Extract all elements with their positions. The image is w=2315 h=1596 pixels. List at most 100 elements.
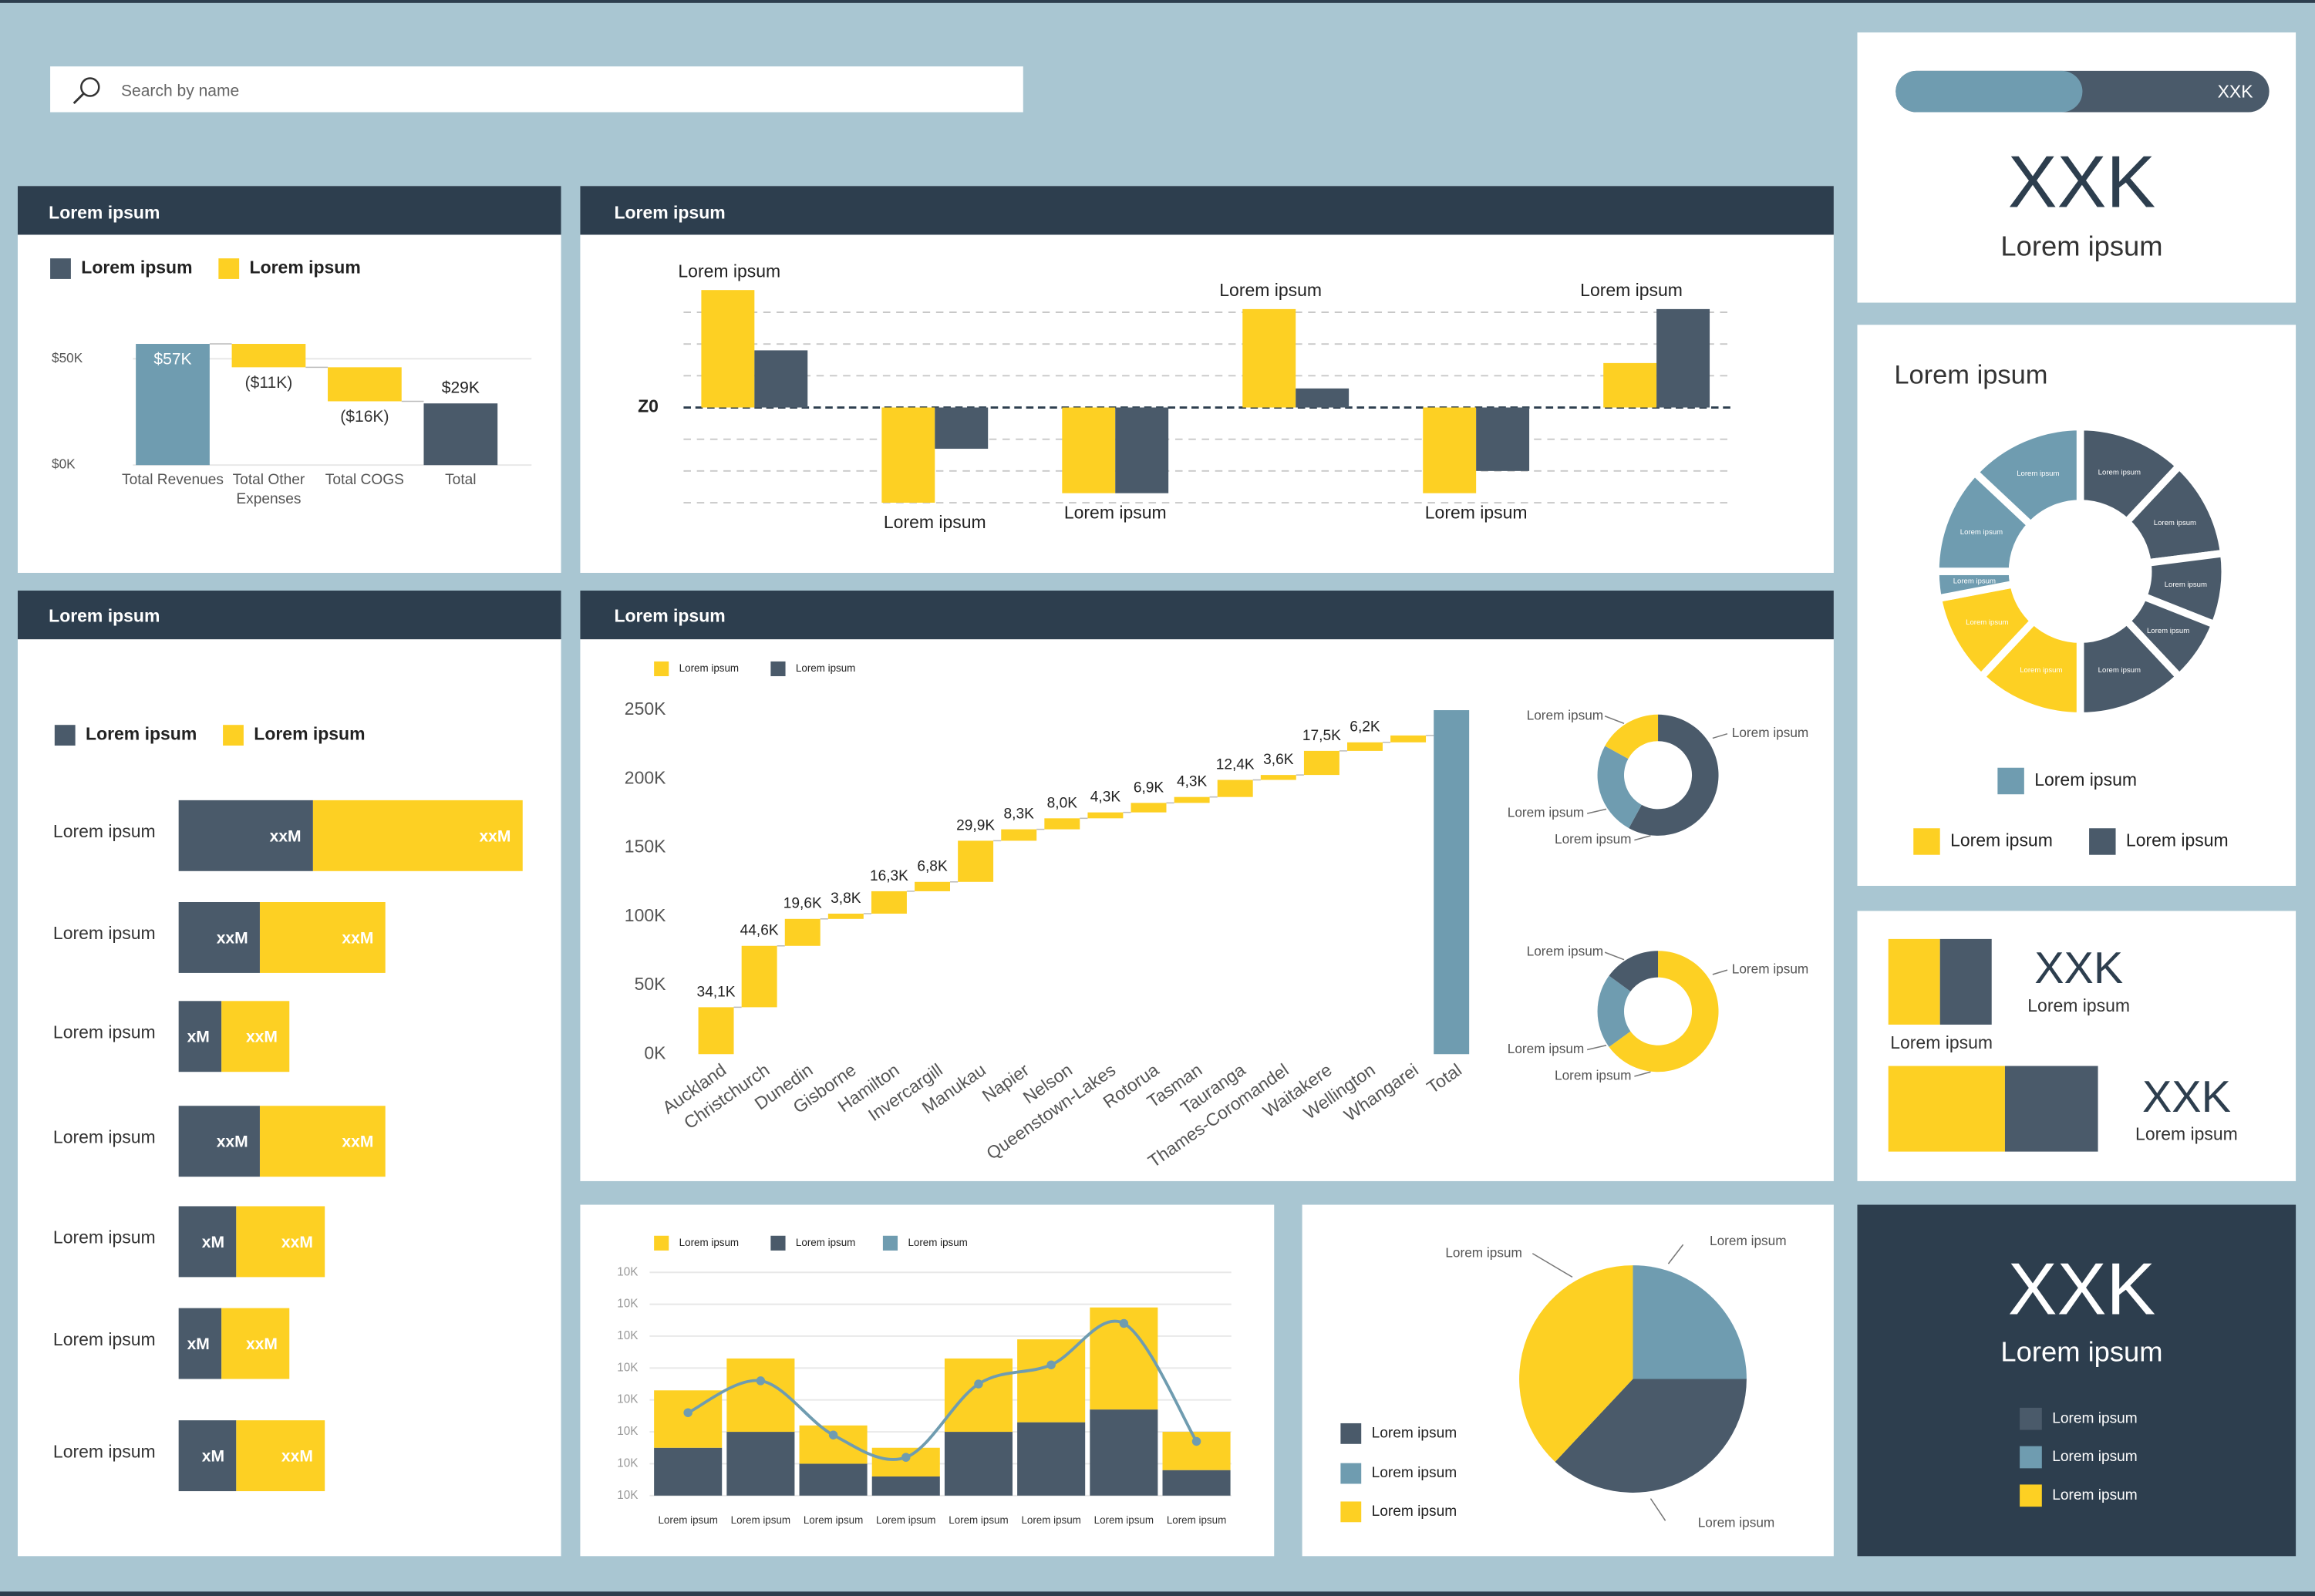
value-label: xxM: [479, 827, 511, 845]
bar: [1260, 775, 1296, 780]
legend-swatch: [654, 661, 669, 677]
annotation: Lorem ipsum: [1508, 1041, 1585, 1056]
category-label: Lorem ipsum: [53, 1329, 156, 1349]
search-field[interactable]: [50, 66, 1023, 113]
slice: [1605, 714, 1659, 759]
annotation: Lorem ipsum: [1698, 1515, 1775, 1530]
panel: [17, 186, 561, 573]
x-tick-label: Lorem ipsum: [1167, 1514, 1226, 1526]
value-label: 34,1K: [697, 984, 736, 1000]
panel: [580, 1204, 1275, 1557]
leader-line: [1586, 808, 1607, 814]
bar: [935, 407, 989, 450]
value-label: xxM: [217, 929, 248, 947]
category-label: Lorem ipsum: [53, 1126, 156, 1146]
progress-label: XXK: [2218, 82, 2254, 102]
panel: [1857, 325, 2296, 886]
slice: [1629, 714, 1719, 836]
category-label: Lorem ipsum: [1064, 503, 1167, 523]
legend-swatch: [1913, 828, 1940, 855]
bar: [236, 1206, 325, 1278]
panel-header: [580, 590, 1834, 640]
search-icon-handle: [72, 93, 85, 105]
legend-label: Lorem ipsum: [1372, 1465, 1457, 1481]
x-tick-label: Lorem ipsum: [804, 1514, 863, 1526]
y-tick-label: $50K: [52, 350, 83, 365]
bar: [423, 403, 498, 466]
legend-label: Lorem ipsum: [2052, 1410, 2138, 1426]
search-icon: [80, 77, 100, 97]
kpi-block: [2004, 1066, 2098, 1152]
bar: [259, 902, 386, 973]
bar: [1087, 812, 1124, 819]
panel-title: Lorem ipsum: [614, 203, 725, 223]
bar: [698, 1007, 734, 1055]
legend-swatch: [54, 725, 76, 746]
category-label: Lorem ipsum: [1425, 503, 1528, 523]
kpi-block: [1888, 1066, 2005, 1152]
x-tick-label: Total: [445, 472, 477, 489]
legend-swatch: [654, 1235, 669, 1251]
leader-line: [1667, 1244, 1684, 1264]
line-point: [1119, 1318, 1129, 1328]
bar: [231, 344, 306, 368]
slice-label: Lorem ipsum: [2154, 519, 2196, 527]
legend-swatch: [2089, 828, 2116, 855]
line-point: [974, 1379, 983, 1389]
panel-header: [17, 186, 561, 235]
top-border: [0, 0, 2315, 3]
search-box[interactable]: Search by name: [50, 66, 1023, 113]
bar: [312, 800, 523, 871]
annotation: Lorem ipsum: [1555, 1068, 1632, 1083]
bar: [1303, 750, 1339, 776]
value-label: xxM: [281, 1448, 313, 1466]
legend-label: Lorem ipsum: [1950, 830, 2053, 850]
value-label: ($11K): [245, 374, 293, 392]
kpi-label: Lorem ipsum: [2000, 1336, 2162, 1368]
bar: [944, 1358, 1013, 1433]
kpi-block: [1888, 938, 1940, 1025]
legend-swatch: [223, 725, 244, 746]
search-placeholder: Search by name: [121, 82, 239, 99]
kpi-block: [1939, 938, 1992, 1025]
bar: [178, 1106, 260, 1177]
slice: [1970, 423, 2084, 530]
kpi-value: XXK: [2008, 1248, 2156, 1331]
bar: [1390, 735, 1427, 742]
x-tick-label: Lorem ipsum: [1094, 1514, 1154, 1526]
value-label: 3,6K: [1263, 752, 1294, 768]
chart-title: Lorem ipsum: [1894, 360, 2047, 389]
bar: [178, 1206, 237, 1278]
x-tick-label-box: Total Other Expenses: [233, 473, 305, 507]
value-label: 44,6K: [740, 923, 779, 939]
x-tick-label: Lorem ipsum: [949, 1514, 1008, 1526]
bar: [328, 367, 402, 402]
y-tick-label: 10K: [617, 1425, 639, 1438]
category-label: Lorem ipsum: [884, 512, 986, 532]
legend-label: Lorem ipsum: [2126, 830, 2229, 850]
annotation: Lorem ipsum: [1555, 831, 1632, 847]
bar: [259, 1106, 386, 1177]
kpi-value: XXK: [2008, 140, 2156, 223]
value-label: 29,9K: [956, 817, 995, 833]
value-label: 4,3K: [1177, 774, 1208, 790]
value-label: xxM: [342, 929, 373, 947]
bar: [1131, 803, 1167, 813]
value-label: 17,5K: [1302, 728, 1341, 744]
x-tick-label: Lorem ipsum: [731, 1514, 790, 1526]
value-label: xxM: [270, 827, 302, 845]
leader-line: [1634, 835, 1651, 841]
bar: [1017, 1422, 1086, 1496]
value-label: xxM: [217, 1133, 248, 1151]
slice-label: Lorem ipsum: [1953, 577, 1996, 586]
bottom-border: [0, 1591, 2315, 1596]
bar: [654, 1447, 723, 1496]
legend-swatch: [1340, 1463, 1362, 1484]
slice-label: Lorem ipsum: [2098, 666, 2141, 675]
line-point: [1191, 1436, 1201, 1446]
x-tick-label: Total COGS: [325, 472, 404, 489]
slice-label: Lorem ipsum: [1960, 528, 2003, 537]
bar: [178, 800, 313, 871]
y-tick-label: 100K: [625, 905, 666, 925]
